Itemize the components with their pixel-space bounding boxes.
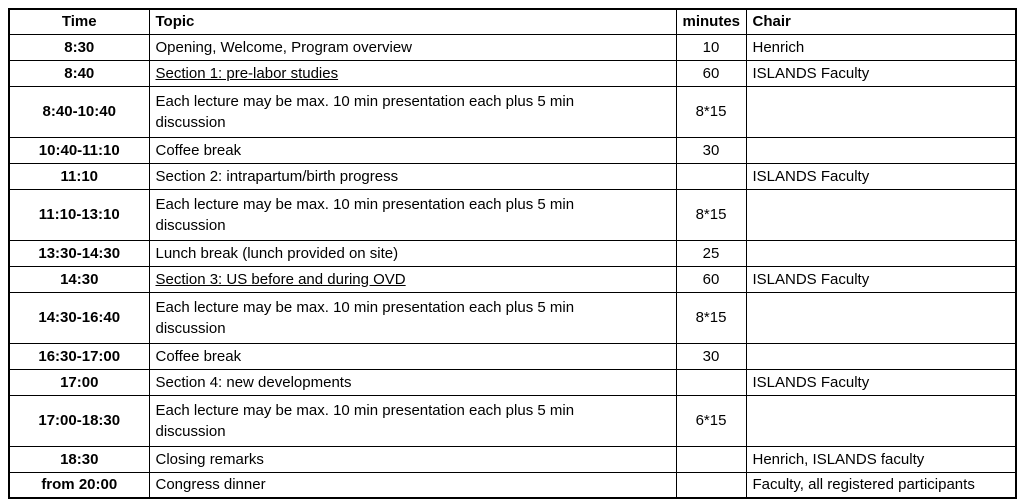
cell-minutes: 30 [675,136,747,164]
table-row: 14:30-16:40 Each lecture may be max. 10 m… [8,291,1017,344]
cell-topic: Section 2: intrapartum/birth progress [148,162,677,190]
cell-minutes: 10 [675,33,747,61]
cell-chair [745,85,1017,138]
table-row: 8:40-10:40 Each lecture may be max. 10 mi… [8,85,1017,138]
cell-chair [745,136,1017,164]
cell-time: from 20:00 [8,471,150,499]
table-row: 11:10 Section 2: intrapartum/birth progre… [8,162,1017,190]
cell-topic: Each lecture may be max. 10 min presenta… [148,85,677,138]
table-row: 8:30 Opening, Welcome, Program overview 10… [8,33,1017,61]
cell-chair: ISLANDS Faculty [745,265,1017,293]
column-header-time: Time [8,8,150,35]
cell-time: 17:00-18:30 [8,394,150,447]
cell-topic: Section 3: US before and during OVD [148,265,677,293]
column-header-topic: Topic [148,8,677,35]
cell-topic: Coffee break [148,342,677,370]
cell-topic: Each lecture may be max. 10 min presenta… [148,291,677,344]
cell-chair [745,291,1017,344]
table-row: 18:30 Closing remarks Henrich, ISLANDS fac… [8,445,1017,473]
cell-minutes [675,162,747,190]
cell-minutes: 30 [675,342,747,370]
cell-topic: Section 1: pre-labor studies [148,59,677,87]
cell-chair: Faculty, all registered participants [745,471,1017,499]
cell-minutes: 8*15 [675,85,747,138]
cell-topic: Lunch break (lunch provided on site) [148,239,677,267]
table-row: 13:30-14:30 Lunch break (lunch provided o… [8,239,1017,267]
table-row: 11:10-13:10 Each lecture may be max. 10 m… [8,188,1017,241]
table-body: 8:30 Opening, Welcome, Program overview 10… [8,33,1017,499]
cell-time: 14:30 [8,265,150,293]
table-row: 17:00-18:30 Each lecture may be max. 10 m… [8,394,1017,447]
cell-topic: Each lecture may be max. 10 min presenta… [148,394,677,447]
cell-time: 8:30 [8,33,150,61]
cell-chair: ISLANDS Faculty [745,368,1017,396]
cell-time: 14:30-16:40 [8,291,150,344]
cell-minutes: 8*15 [675,291,747,344]
header-row: Time Topic minutes Chair [8,8,1017,35]
cell-time: 11:10 [8,162,150,190]
cell-time: 11:10-13:10 [8,188,150,241]
cell-time: 10:40-11:10 [8,136,150,164]
cell-topic: Each lecture may be max. 10 min presenta… [148,188,677,241]
cell-minutes [675,471,747,499]
table-row: 8:40 Section 1: pre-labor studies 60 ISLAND… [8,59,1017,87]
cell-minutes: 6*15 [675,394,747,447]
cell-time: 18:30 [8,445,150,473]
cell-chair: ISLANDS Faculty [745,59,1017,87]
table-row: 10:40-11:10 Coffee break 30 [8,136,1017,164]
table-row: from 20:00 Congress dinner Faculty, all re… [8,471,1017,499]
table-row: 14:30 Section 3: US before and during OVD… [8,265,1017,293]
cell-chair [745,239,1017,267]
cell-time: 8:40 [8,59,150,87]
cell-time: 17:00 [8,368,150,396]
cell-chair [745,188,1017,241]
column-header-chair: Chair [745,8,1017,35]
cell-topic: Opening, Welcome, Program overview [148,33,677,61]
cell-chair [745,342,1017,370]
cell-minutes: 8*15 [675,188,747,241]
cell-time: 8:40-10:40 [8,85,150,138]
cell-time: 13:30-14:30 [8,239,150,267]
program-schedule-table: Time Topic minutes Chair 8:30 Opening, We… [8,8,1017,499]
cell-minutes: 60 [675,59,747,87]
cell-minutes [675,368,747,396]
cell-topic: Closing remarks [148,445,677,473]
table-row: 16:30-17:00 Coffee break 30 [8,342,1017,370]
column-header-minutes: minutes [675,8,747,35]
cell-chair [745,394,1017,447]
cell-topic: Congress dinner [148,471,677,499]
cell-minutes: 25 [675,239,747,267]
cell-minutes: 60 [675,265,747,293]
cell-minutes [675,445,747,473]
cell-chair: Henrich [745,33,1017,61]
cell-chair: ISLANDS Faculty [745,162,1017,190]
cell-chair: Henrich, ISLANDS faculty [745,445,1017,473]
cell-topic: Section 4: new developments [148,368,677,396]
cell-time: 16:30-17:00 [8,342,150,370]
cell-topic: Coffee break [148,136,677,164]
table-row: 17:00 Section 4: new developments ISLANDS … [8,368,1017,396]
